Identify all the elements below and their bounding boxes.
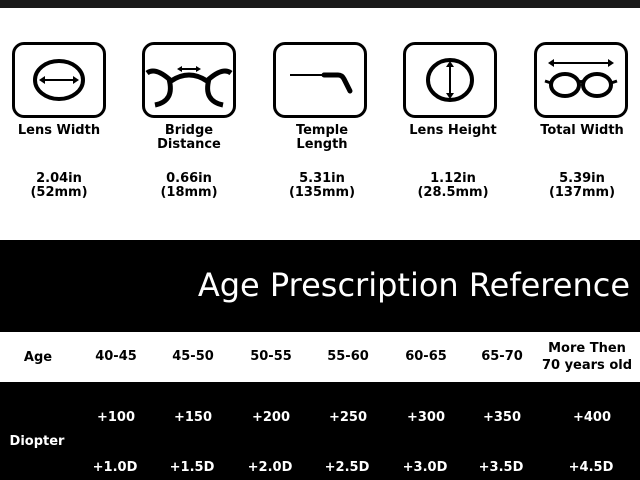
diopter-cell: +3.5D <box>478 460 524 475</box>
strength-cell: +250 <box>328 410 368 425</box>
lens-height-value: 1.12in (28.5mm) <box>417 171 489 200</box>
lens-width-icon <box>12 42 106 118</box>
strength-cell: +350 <box>482 410 522 425</box>
age-cell: 50-55 <box>250 349 292 364</box>
banner <box>0 240 640 332</box>
diopter-cell: +1.0D <box>92 460 138 475</box>
diopter-header: Diopter <box>9 434 65 449</box>
lens-width-value: 2.04in (52mm) <box>30 171 88 200</box>
total-width-value: 5.39in (137mm) <box>548 171 616 200</box>
temple-length-label: Temple Length <box>295 123 349 152</box>
age-cell: 40-45 <box>95 349 137 364</box>
banner-title: Age Prescription Reference <box>197 266 630 304</box>
top-bar <box>0 0 640 8</box>
age-header: Age <box>23 350 53 365</box>
strength-cell: +400 <box>572 410 612 425</box>
bridge-distance-value: 0.66in (18mm) <box>160 171 218 200</box>
strength-cell: +300 <box>406 410 446 425</box>
age-cell: 55-60 <box>327 349 369 364</box>
temple-length-icon <box>273 42 367 118</box>
diopter-cell: +1.5D <box>169 460 215 475</box>
diopter-block <box>0 382 640 480</box>
age-cell: 45-50 <box>172 349 214 364</box>
lens-height-icon <box>403 42 497 118</box>
strength-cell: +100 <box>96 410 136 425</box>
total-width-icon <box>534 42 628 118</box>
lens-height-label: Lens Height <box>409 123 497 138</box>
age-cell-last: More Then 70 years old <box>541 341 633 373</box>
strength-cell: +150 <box>173 410 213 425</box>
age-cell: 65-70 <box>481 349 523 364</box>
total-width-label: Total Width <box>540 123 624 138</box>
lens-width-label: Lens Width <box>17 123 101 138</box>
diopter-cell: +2.5D <box>324 460 370 475</box>
temple-length-value: 5.31in (135mm) <box>288 171 356 200</box>
bridge-distance-icon <box>142 42 236 118</box>
strength-cell: +200 <box>251 410 291 425</box>
diopter-cell: +3.0D <box>402 460 448 475</box>
diopter-cell: +2.0D <box>247 460 293 475</box>
age-row <box>0 332 640 382</box>
diopter-cell: +4.5D <box>568 460 614 475</box>
age-cell: 60-65 <box>405 349 447 364</box>
bridge-distance-label: Bridge Distance <box>157 123 221 152</box>
